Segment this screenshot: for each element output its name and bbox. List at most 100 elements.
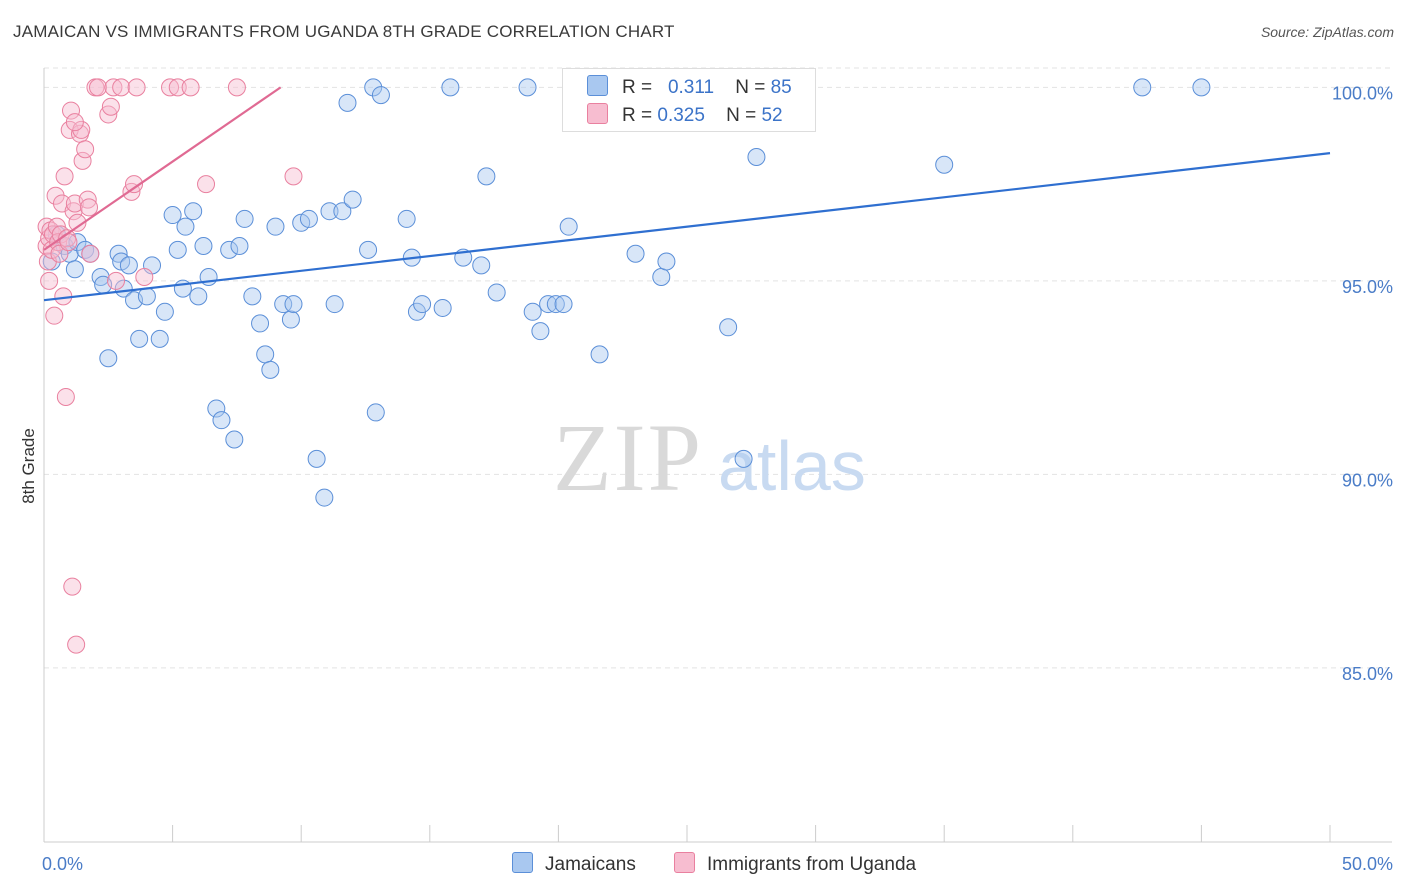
legend-row-uganda: R = 0.325 N = 52: [587, 103, 783, 127]
legend-row-jamaicans: R = 0.311 N = 85: [587, 75, 792, 99]
jamaican-point: [657, 252, 676, 271]
jamaican-point: [243, 287, 262, 306]
uganda-trend-line: [43, 86, 282, 251]
jamaican-point: [261, 360, 280, 379]
y-tick-label: 90.0%: [1342, 470, 1393, 490]
uganda-point: [65, 113, 84, 132]
uganda-point: [104, 78, 123, 97]
jamaican-point: [343, 190, 362, 209]
legend-swatch-blue: [587, 75, 608, 96]
jamaican-point: [320, 202, 339, 221]
jamaican-point: [734, 449, 753, 468]
jamaican-point: [274, 295, 293, 314]
legend-r-label: R =: [622, 77, 653, 98]
jamaican-point: [338, 93, 357, 112]
jamaican-point: [531, 322, 550, 341]
jamaican-point: [518, 78, 537, 97]
jamaican-point: [137, 287, 156, 306]
uganda-point: [81, 244, 100, 263]
uganda-point: [80, 198, 99, 217]
uganda-point: [127, 78, 146, 97]
chart-title: JAMAICAN VS IMMIGRANTS FROM UGANDA 8TH G…: [13, 22, 675, 41]
jamaican-point: [441, 78, 460, 97]
jamaican-point: [590, 345, 609, 364]
jamaican-point: [168, 240, 187, 259]
jamaican-point: [397, 209, 416, 228]
jamaican-point: [65, 260, 84, 279]
uganda-point: [46, 186, 65, 205]
series-legend: Jamaicans Immigrants from Uganda: [0, 852, 1406, 878]
source-credit: Source: ZipAtlas.com: [1260, 24, 1394, 40]
axes: [43, 68, 1392, 843]
legend-n-value: 85: [770, 77, 792, 98]
uganda-point: [89, 78, 108, 97]
jamaican-point: [225, 430, 244, 449]
y-tick-label: 95.0%: [1342, 277, 1393, 297]
jamaican-point: [68, 233, 87, 252]
jamaican-point: [1133, 78, 1152, 97]
jamaican-point: [176, 217, 195, 236]
uganda-point: [181, 78, 200, 97]
jamaican-point: [299, 209, 318, 228]
uganda-point: [161, 78, 180, 97]
legend-item-uganda[interactable]: Immigrants from Uganda: [674, 852, 916, 876]
jamaican-point: [554, 295, 573, 314]
jamaican-point: [194, 237, 213, 256]
legend-label: Jamaicans: [545, 854, 636, 875]
jamaican-point: [99, 349, 118, 368]
uganda-point: [76, 140, 95, 159]
uganda-point: [67, 635, 86, 654]
legend-r-label: R =: [622, 105, 653, 126]
jamaican-point: [433, 298, 452, 317]
legend-n-value: 52: [761, 105, 783, 126]
jamaican-trend-line: [43, 152, 1331, 302]
jamaican-point: [220, 240, 239, 259]
uganda-point: [168, 78, 187, 97]
jamaican-point: [281, 310, 300, 329]
watermark-zip: ZIP: [553, 404, 703, 511]
uganda-point: [40, 271, 59, 290]
grid-lines: [44, 67, 1392, 669]
jamaican-point: [487, 283, 506, 302]
uganda-point: [62, 101, 81, 120]
jamaican-point: [184, 202, 203, 221]
y-tick-label: 100.0%: [1332, 83, 1393, 103]
watermark-atlas: atlas: [718, 427, 866, 505]
jamaican-point: [539, 295, 558, 314]
legend-item-jamaicans[interactable]: Jamaicans: [512, 852, 636, 876]
trend-lines: [43, 86, 1331, 302]
uganda-point: [125, 175, 144, 194]
jamaican-point: [413, 295, 432, 314]
legend-r-value: 0.311: [667, 77, 715, 98]
x-tick-label-max: 50.0%: [1342, 854, 1393, 874]
jamaican-point: [359, 240, 378, 259]
uganda-point: [107, 271, 126, 290]
jamaican-point: [333, 202, 352, 221]
jamaican-point: [472, 256, 491, 275]
jamaican-point: [155, 302, 174, 321]
uganda-point: [101, 97, 120, 116]
jamaican-point: [652, 267, 671, 286]
jamaican-point: [235, 209, 254, 228]
jamaican-point: [546, 295, 565, 314]
legend-swatch-pink: [587, 103, 608, 124]
jamaican-point: [935, 155, 954, 174]
uganda-point: [68, 213, 87, 232]
jamaican-point: [256, 345, 275, 364]
y-tick-label: 85.0%: [1342, 664, 1393, 684]
uganda-point: [45, 306, 64, 325]
uganda-point: [72, 120, 91, 139]
legend-n-label: N =: [726, 105, 757, 126]
x-tick-label-min: 0.0%: [42, 854, 83, 874]
uganda-point: [197, 175, 216, 194]
jamaican-point: [207, 399, 226, 418]
uganda-point: [64, 202, 83, 221]
jamaican-point: [523, 302, 542, 321]
y-axis-label: 8th Grade: [19, 428, 38, 504]
jamaican-point: [477, 167, 496, 186]
jamaican-point: [189, 287, 208, 306]
jamaican-point: [559, 217, 578, 236]
uganda-point: [63, 577, 82, 596]
uganda-point: [55, 167, 74, 186]
